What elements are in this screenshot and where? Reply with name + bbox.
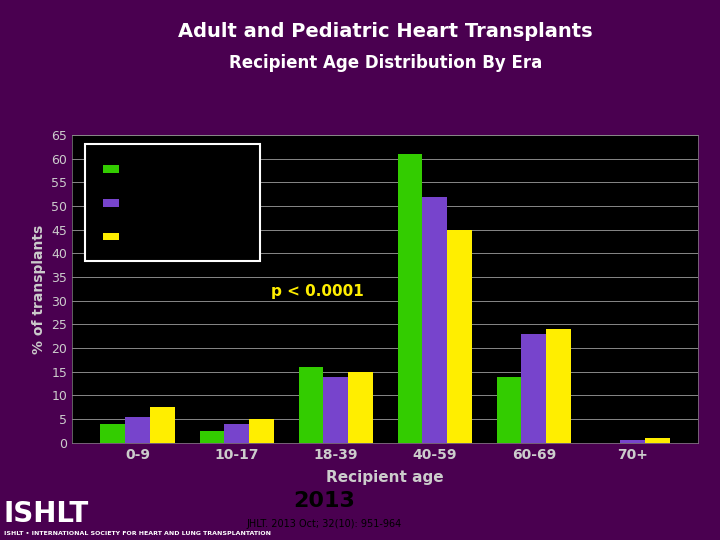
Text: Adult and Pediatric Heart Transplants: Adult and Pediatric Heart Transplants [178,22,593,40]
Bar [249,419,274,443]
Text: Recipient Age Distribution By Era: Recipient Age Distribution By Era [228,54,542,72]
Bar [299,367,323,443]
Bar [546,329,571,443]
Bar [521,334,546,443]
Bar [645,438,670,443]
Bar [224,424,249,443]
Text: 2013: 2013 [293,491,355,511]
FancyBboxPatch shape [84,144,260,261]
Bar [348,372,373,443]
Text: ISHLT • INTERNATIONAL SOCIETY FOR HEART AND LUNG TRANSPLANTATION: ISHLT • INTERNATIONAL SOCIETY FOR HEART … [4,531,271,536]
Y-axis label: % of transplants: % of transplants [32,224,45,354]
Bar [621,441,645,443]
FancyBboxPatch shape [104,165,119,173]
Bar [497,376,521,443]
Text: JHLT. 2013 Oct; 32(10): 951-964: JHLT. 2013 Oct; 32(10): 951-964 [246,519,402,529]
Text: p < 0.0001: p < 0.0001 [271,284,364,299]
Bar [125,417,150,443]
Bar [101,424,125,443]
Text: ISHLT: ISHLT [4,500,89,528]
Text: Recipient age: Recipient age [326,470,444,485]
Bar [397,154,423,443]
Bar [423,197,447,443]
Bar [447,230,472,443]
Bar [150,407,175,443]
Bar [323,376,348,443]
Bar [199,431,224,443]
FancyBboxPatch shape [104,233,119,240]
FancyBboxPatch shape [104,199,119,207]
